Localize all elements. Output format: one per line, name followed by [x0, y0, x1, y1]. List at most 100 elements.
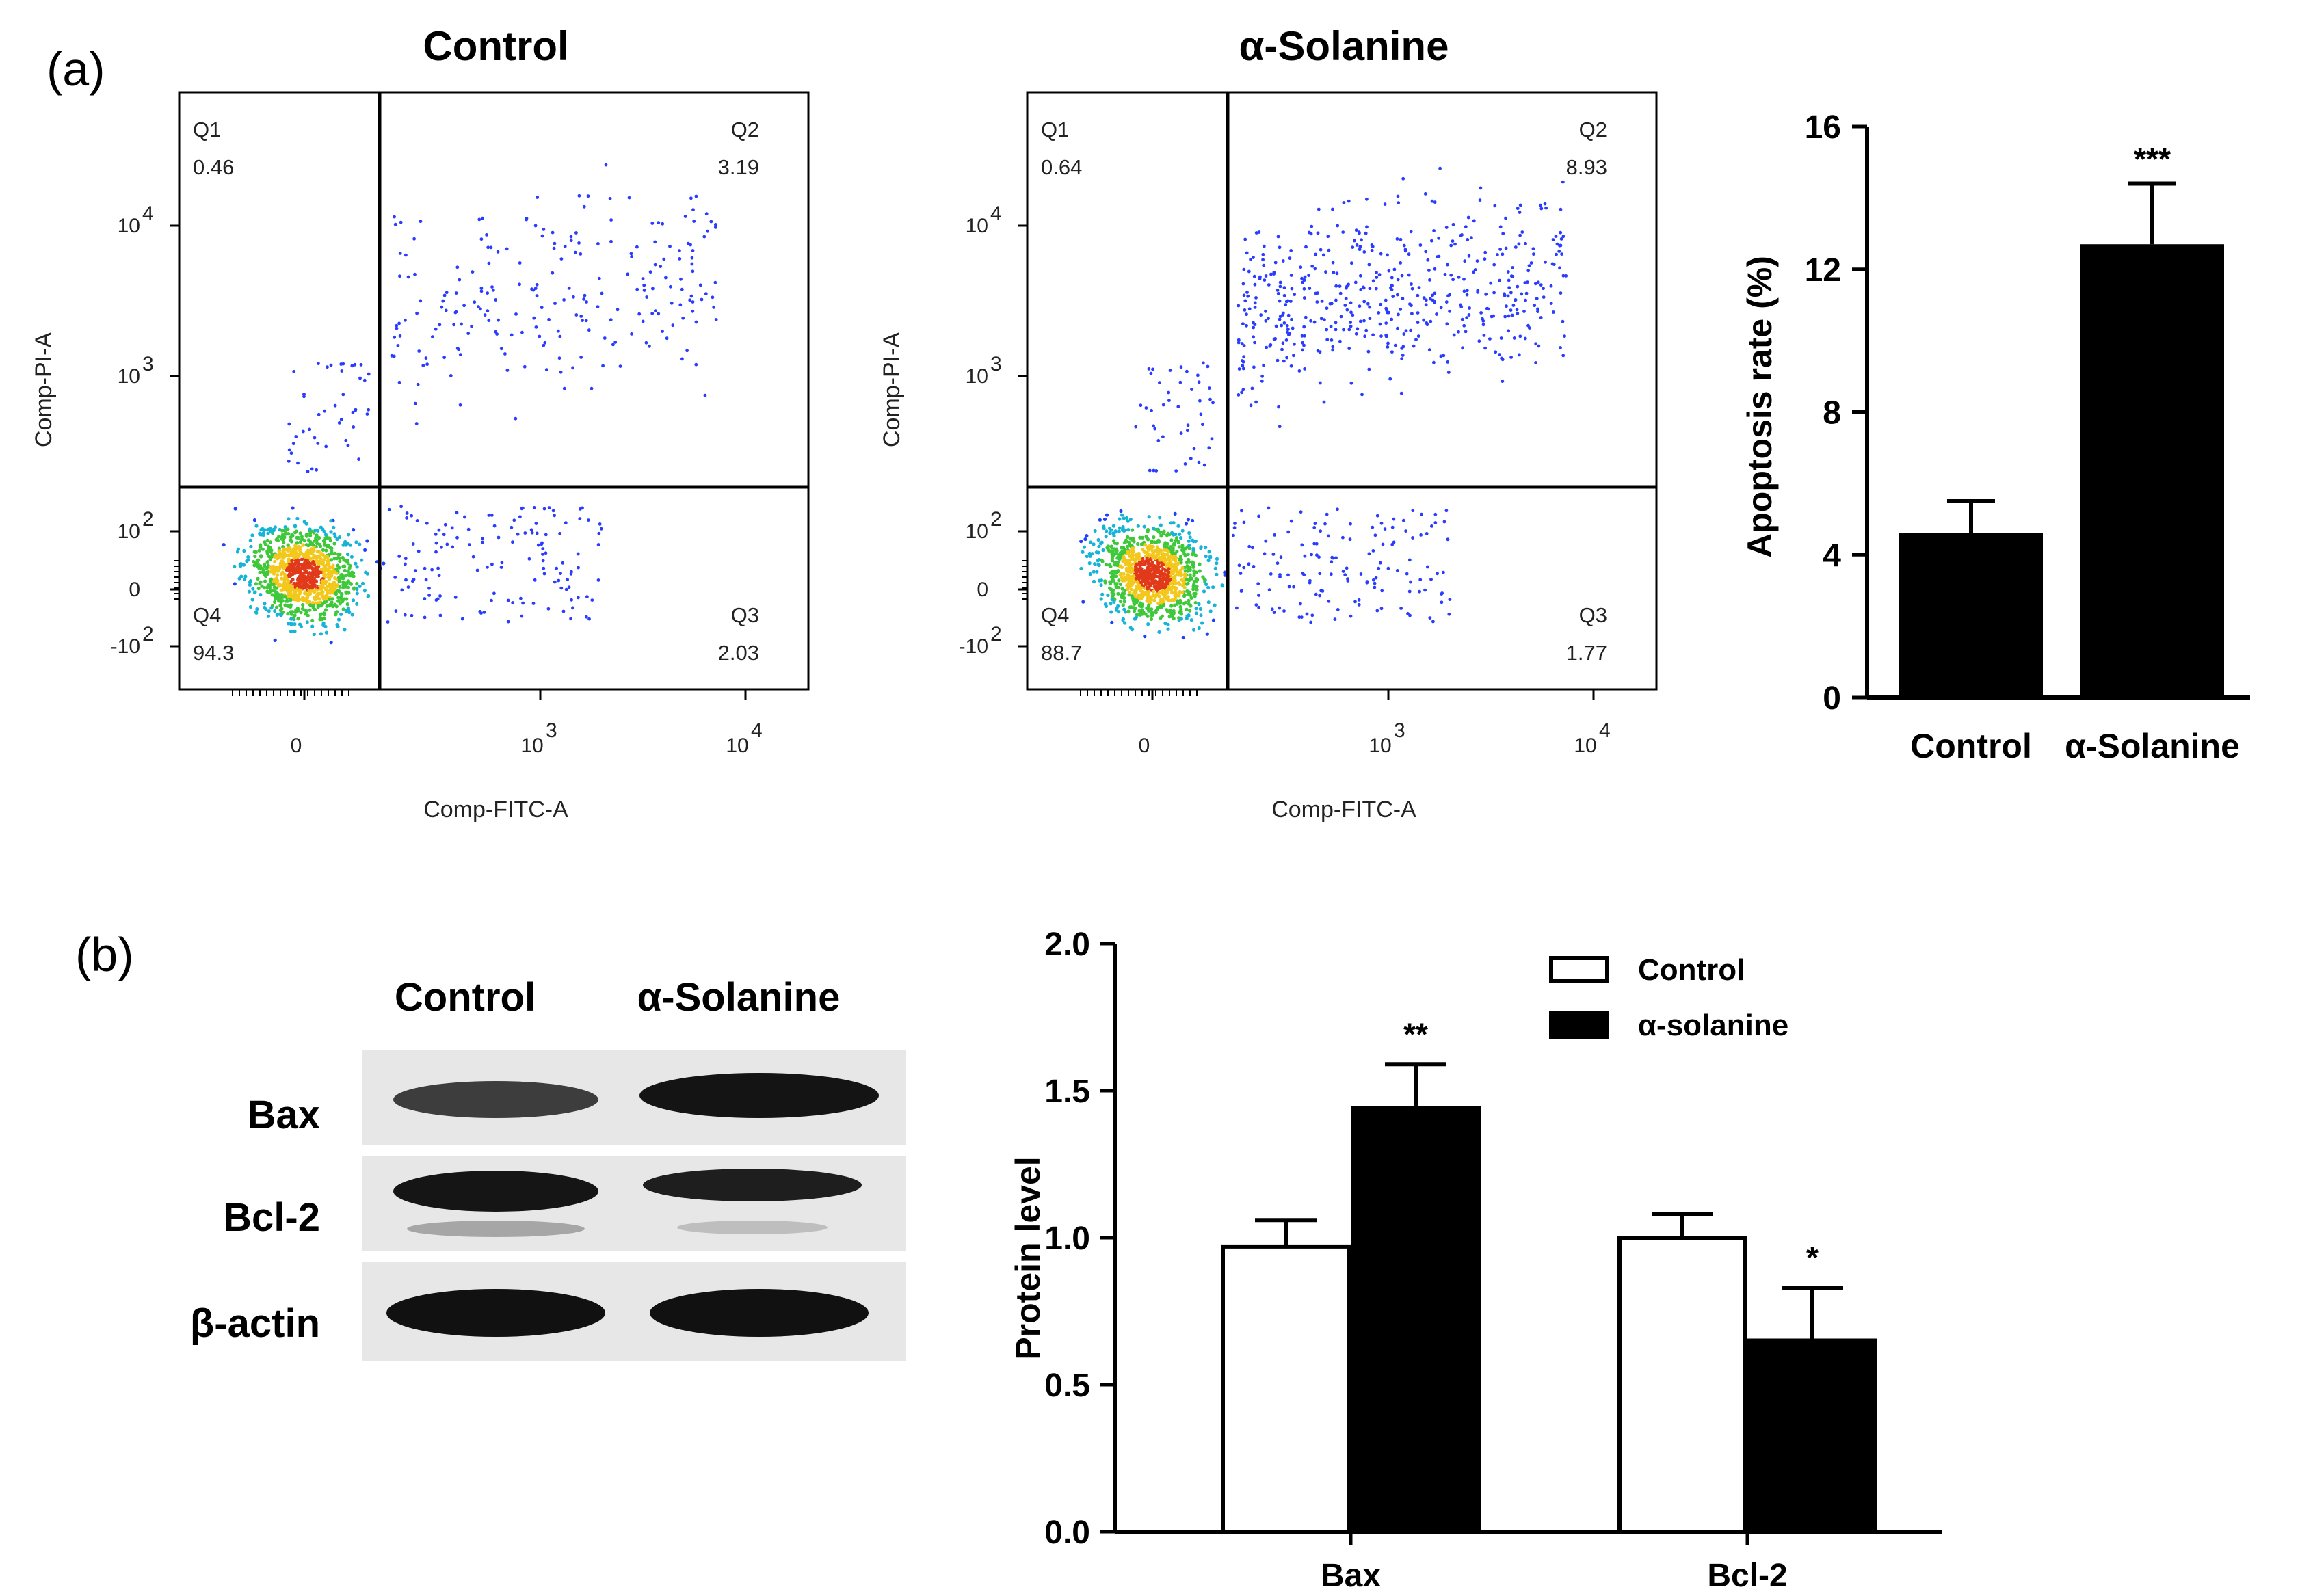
- flow-dot: [1408, 302, 1412, 306]
- flow-dot: [1443, 273, 1447, 276]
- flow-dot: [1390, 317, 1394, 321]
- flow-dot: [1130, 594, 1134, 598]
- quadrant-q2-value: 8.93: [1566, 155, 1607, 179]
- flow-dot: [253, 554, 257, 559]
- flow-dot: [1516, 207, 1520, 211]
- flow-dot: [1419, 533, 1423, 537]
- flow-dot: [1453, 242, 1457, 246]
- flow-dot: [298, 550, 303, 555]
- flow-dot: [1253, 282, 1257, 287]
- flow-dot: [329, 641, 333, 645]
- flow-dot: [292, 591, 296, 595]
- flow-dot: [1305, 612, 1309, 616]
- flow-dot: [233, 564, 237, 568]
- flow-dot: [1179, 609, 1183, 613]
- flow-dot: [1412, 344, 1416, 348]
- flow-dot: [1331, 261, 1335, 265]
- flow-dot: [248, 583, 252, 587]
- flow-dot: [604, 163, 608, 167]
- flow-dot: [338, 559, 342, 563]
- flow-dot: [1551, 238, 1555, 241]
- flow-dot: [1194, 607, 1198, 611]
- apoptosis-y-tick-label: 12: [1805, 252, 1841, 289]
- flow-dot: [348, 543, 352, 547]
- flow-dot: [558, 334, 562, 338]
- flow-dot: [1109, 602, 1113, 606]
- flow-dot: [1143, 543, 1148, 547]
- flow-dot: [330, 546, 334, 550]
- flow-dot: [1278, 299, 1282, 303]
- flow-dot: [1178, 589, 1182, 594]
- flow-dot: [1278, 315, 1282, 319]
- flow-dot: [442, 533, 446, 537]
- flow-dot: [1178, 380, 1182, 384]
- flow-dot: [413, 569, 417, 572]
- flow-dot: [713, 223, 717, 226]
- flow-dot: [425, 362, 429, 367]
- flow-dot: [1194, 587, 1199, 591]
- flow-dot: [332, 542, 336, 546]
- flow-dot: [1117, 585, 1121, 589]
- flow-dot: [263, 602, 267, 606]
- flow-dot: [1186, 423, 1190, 427]
- flow-dot: [1299, 615, 1304, 619]
- flow-dot: [505, 247, 509, 251]
- flow-dot: [1097, 563, 1101, 568]
- flow-dot: [335, 623, 339, 627]
- flow-title-control: Control: [423, 23, 568, 69]
- flow-dot: [1260, 379, 1264, 383]
- flow-dot: [1429, 297, 1432, 301]
- flow-dot: [1539, 283, 1543, 287]
- flow-dot: [579, 507, 582, 511]
- flow-dot: [1242, 355, 1246, 359]
- flow-dot: [678, 257, 682, 261]
- flow-dot: [1336, 507, 1339, 511]
- flow-dot: [1138, 557, 1142, 561]
- flow-dot: [255, 607, 259, 611]
- flow-dot: [1243, 237, 1247, 241]
- flow-dot: [410, 579, 414, 583]
- flow-dot: [397, 380, 401, 384]
- flow-dot: [1420, 512, 1423, 516]
- flow-dot: [1192, 583, 1196, 587]
- flow-dot: [1206, 364, 1210, 369]
- flow-dot: [1196, 373, 1200, 377]
- flow-dot: [289, 629, 293, 634]
- flow-dot: [329, 363, 333, 367]
- flow-dot: [1336, 608, 1340, 611]
- flow-dot: [1292, 354, 1295, 358]
- flow-dot: [1467, 254, 1471, 258]
- flow-dot: [1288, 300, 1293, 303]
- flow-dot: [436, 566, 440, 570]
- flow-dot: [1431, 293, 1434, 297]
- flow-dot: [1493, 204, 1497, 208]
- flow-dot: [462, 304, 466, 308]
- flow-dot: [1536, 307, 1539, 311]
- flow-dot: [315, 574, 319, 578]
- flow-dot: [1360, 393, 1364, 397]
- flow-dot: [564, 587, 568, 591]
- flow-dot: [336, 563, 340, 568]
- flow-dot: [416, 382, 420, 386]
- flow-dot: [1431, 620, 1435, 624]
- flow-dot: [1274, 324, 1278, 328]
- flow-dot: [1122, 600, 1126, 604]
- flow-dot: [1159, 598, 1163, 602]
- flow-dot: [1186, 518, 1190, 522]
- flow-dot: [1088, 572, 1092, 576]
- flow-dot: [1429, 239, 1433, 243]
- flow-dot: [256, 558, 261, 562]
- flow-dot: [1179, 536, 1183, 540]
- flow-dot: [1148, 600, 1152, 605]
- flow-dot: [1187, 602, 1191, 606]
- flow-dot: [1470, 236, 1473, 239]
- flow-dot: [354, 408, 358, 412]
- flow-dot: [1199, 545, 1203, 549]
- flow-dot: [1379, 302, 1383, 306]
- flow-dot: [320, 617, 324, 622]
- flow-dot: [1549, 302, 1553, 305]
- flow-dot: [1182, 585, 1187, 589]
- protein-chart-legend: Control α-solanine: [1549, 953, 1788, 1042]
- flow-dot: [1349, 321, 1352, 324]
- flow-dot: [1299, 510, 1303, 514]
